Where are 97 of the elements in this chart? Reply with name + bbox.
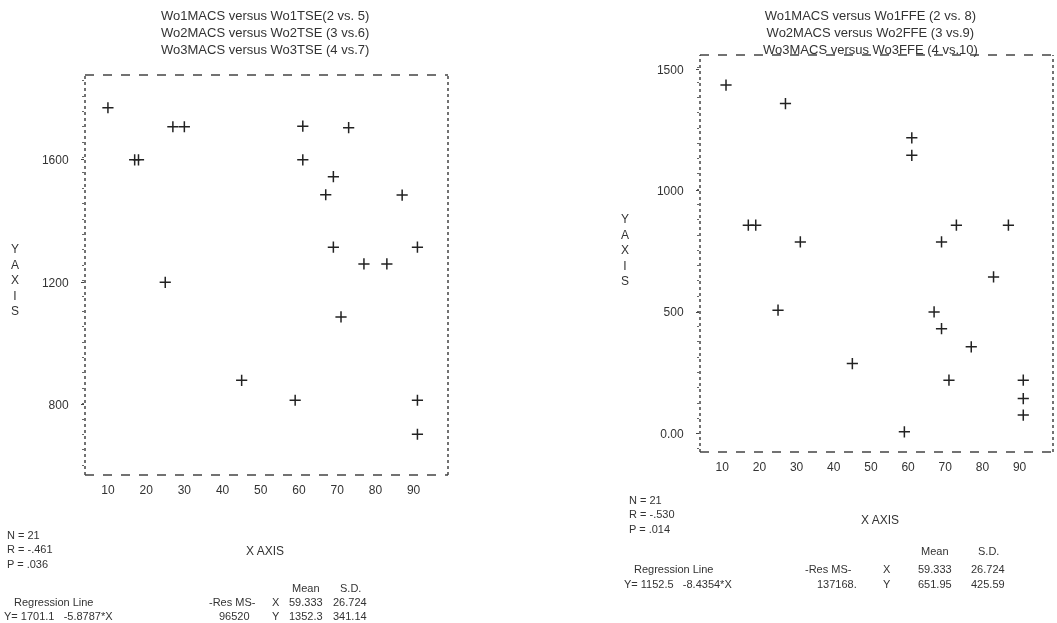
- text: 137168.: [817, 578, 857, 590]
- point: [342, 121, 355, 135]
- point: [411, 393, 424, 407]
- x-tick-label: 20: [139, 483, 154, 497]
- text: 26.724: [971, 563, 1005, 575]
- point: [771, 303, 785, 317]
- point: [749, 218, 763, 232]
- text: Y= 1152.5 -8.4354*X: [624, 578, 733, 590]
- point: [334, 310, 348, 324]
- point: [327, 170, 340, 184]
- text: Regression Line: [634, 563, 714, 575]
- point: [898, 425, 911, 439]
- text: -Res MS-: [805, 563, 852, 575]
- y-tick-label: 1600: [41, 153, 69, 168]
- point: [178, 120, 191, 134]
- text: 651.95: [918, 578, 952, 590]
- y-tick-label: 0.00: [660, 426, 684, 441]
- y-tick-label: 500: [663, 305, 684, 320]
- chart-title: Wo1MACS versus Wo1FFE (2 vs. 8) Wo2MACS versus Wo2FFE (3 vs.9) Wo3MACS versus Wo3FFE (4 vs.10): [763, 8, 978, 57]
- point: [288, 393, 302, 407]
- point: [964, 340, 978, 354]
- point: [235, 374, 249, 387]
- text: Y: [272, 610, 280, 622]
- point: [793, 235, 807, 249]
- y-axis-title: YAXIS: [621, 212, 630, 289]
- x-tick-label: 40: [827, 460, 841, 474]
- point: [327, 240, 340, 254]
- x-axis-title: X AXIS: [861, 513, 900, 527]
- point: [357, 257, 371, 271]
- text: X: [883, 563, 891, 575]
- text: Mean: [292, 582, 320, 594]
- text: Y: [883, 578, 891, 590]
- point: [935, 322, 948, 335]
- x-tick-label: 90: [1012, 460, 1027, 474]
- point: [987, 270, 1000, 284]
- text: 26.724: [333, 596, 367, 608]
- point: [296, 153, 310, 167]
- point: [158, 276, 172, 289]
- point: [927, 305, 941, 319]
- point: [395, 188, 409, 202]
- point: [380, 257, 394, 271]
- x-tick-label: 10: [715, 460, 730, 474]
- x-tick-label: 30: [177, 483, 192, 497]
- y-tick-label: 800: [48, 398, 69, 413]
- chart-title: Wo1MACS versus Wo1TSE(2 vs. 5) Wo2MACS versus Wo2TSE (3 vs.6) Wo3MACS versus Wo3TSE (4 vs.7): [161, 8, 370, 57]
- text: N = 21 R = -.530 P = .014: [629, 494, 675, 535]
- x-tick-label: 80: [368, 483, 383, 497]
- x-tick-label: 40: [215, 483, 230, 497]
- point: [166, 120, 180, 134]
- y-axis-title: YAXIS: [11, 242, 20, 319]
- point: [132, 153, 145, 167]
- point: [905, 131, 919, 145]
- x-tick-label: 70: [938, 460, 953, 474]
- point: [779, 97, 792, 110]
- text: N = 21 R = -.461 P = .036: [7, 529, 53, 570]
- y-tick-label: 1000: [656, 183, 684, 198]
- x-tick-label: 60: [292, 483, 306, 497]
- text: Regression Line: [14, 596, 94, 608]
- point: [905, 148, 919, 162]
- x-tick-label: 70: [330, 483, 345, 497]
- y-tick-label: 1500: [656, 62, 684, 77]
- y-tick-label: 1200: [41, 275, 69, 290]
- text: Mean: [921, 545, 949, 557]
- text: S.D.: [340, 582, 362, 594]
- text: 341.14: [333, 610, 367, 622]
- point: [101, 101, 115, 115]
- text: 59.333: [918, 563, 952, 575]
- point: [1016, 408, 1030, 422]
- point: [296, 119, 310, 133]
- text: -Res MS-: [209, 596, 256, 608]
- text: S.D.: [978, 545, 1000, 557]
- text: 1352.3: [289, 610, 323, 622]
- point: [1002, 218, 1015, 232]
- x-tick-label: 20: [752, 460, 767, 474]
- x-tick-label: 60: [901, 460, 916, 474]
- point: [1016, 392, 1030, 405]
- x-tick-label: 10: [101, 483, 115, 497]
- point: [846, 357, 859, 370]
- x-tick-label: 50: [254, 483, 268, 497]
- x-tick-label: 80: [975, 460, 990, 474]
- text: X: [272, 596, 280, 608]
- point: [935, 235, 948, 249]
- point: [1016, 373, 1030, 387]
- text: 59.333: [289, 596, 323, 608]
- x-tick-label: 50: [864, 460, 878, 474]
- x-tick-label: 90: [406, 483, 421, 497]
- point: [411, 427, 424, 441]
- point: [411, 240, 424, 254]
- x-tick-label: 30: [789, 460, 804, 474]
- point: [942, 373, 956, 387]
- x-axis-title: X AXIS: [246, 544, 285, 558]
- text: Y= 1701.1 -5.8787*X: [4, 610, 114, 622]
- text: 425.59: [971, 578, 1005, 590]
- point: [319, 188, 333, 202]
- point: [950, 218, 963, 232]
- text: 96520: [219, 610, 250, 622]
- point: [719, 78, 733, 92]
